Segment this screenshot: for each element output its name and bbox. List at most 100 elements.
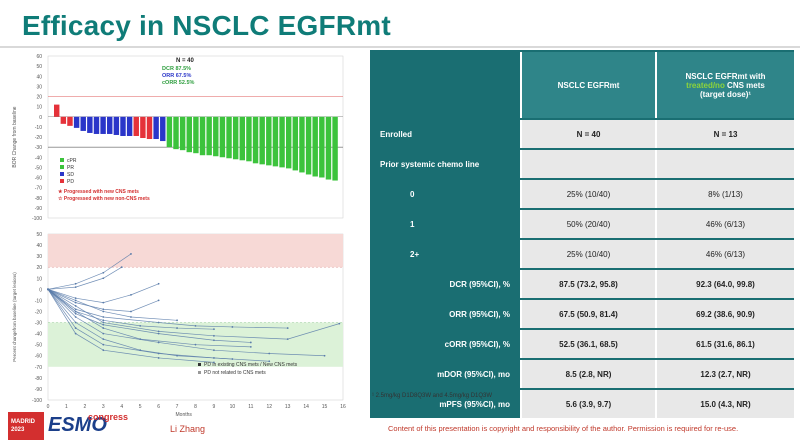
- row-label: mPFS (95%CI), mo: [370, 390, 520, 418]
- cell-nsclc-egfrmt: 87.5 (73.2, 95.8): [520, 270, 655, 298]
- series-point: [157, 341, 160, 344]
- series-point: [74, 312, 77, 315]
- bar: [332, 116, 338, 181]
- series-point: [102, 349, 105, 352]
- series-point: [194, 343, 197, 346]
- series-point: [102, 310, 105, 313]
- slide-title: Efficacy in NSCLC EGFRmt: [22, 10, 391, 41]
- series-point: [74, 282, 77, 285]
- legend-note: ☆ Progressed with new non-CNS mets: [58, 196, 150, 202]
- series-point: [130, 316, 132, 318]
- y-tick-label: -80: [35, 376, 42, 382]
- bar: [140, 116, 146, 139]
- bar: [179, 116, 186, 151]
- logo-city: MADRID: [11, 419, 35, 425]
- series-point: [130, 310, 132, 313]
- bar: [305, 116, 312, 175]
- series-point: [102, 316, 105, 318]
- cell-nsclc-egfrmt: N = 40: [520, 120, 655, 148]
- y-tick-label: -80: [35, 196, 42, 202]
- y-tick-label: -90: [35, 206, 42, 212]
- copyright-notice: Content of this presentation is copyrigh…: [388, 424, 739, 433]
- x-tick-label: 9: [213, 404, 216, 410]
- legend-swatch: [60, 165, 64, 169]
- series-point: [323, 354, 326, 357]
- y-tick-label: 60: [36, 54, 42, 60]
- bar: [213, 116, 219, 157]
- x-tick-label: 11: [248, 404, 253, 410]
- series-point: [102, 343, 105, 346]
- series-line: [47, 289, 214, 330]
- cell-nsclc-egfrmt-cns: 46% (6/13): [655, 240, 794, 268]
- x-tick-label: 10: [230, 404, 236, 410]
- series-point: [102, 277, 105, 280]
- bar: [193, 116, 199, 154]
- table-row: 1 50% (20/40) 46% (6/13): [370, 210, 794, 238]
- y-tick-label: -100: [32, 398, 42, 404]
- legend-swatch: [198, 371, 201, 374]
- row-label: cORR (95%CI), %: [370, 330, 520, 358]
- series-point: [102, 338, 105, 341]
- bar: [160, 116, 166, 142]
- legend-label: PD in existing CNS mets / New CNS mets: [204, 362, 298, 368]
- header-cell-nsclc-egfrmt: NSCLC EGFRmt: [520, 52, 655, 118]
- cell-nsclc-egfrmt: 25% (10/40): [520, 180, 655, 208]
- cell-nsclc-egfrmt-cns: N = 13: [655, 120, 794, 148]
- bar: [199, 116, 206, 156]
- series-point: [102, 301, 105, 304]
- x-tick-label: 15: [322, 404, 328, 410]
- series-point: [74, 321, 77, 324]
- table-row: 2+ 25% (10/40) 46% (6/13): [370, 240, 794, 268]
- series-point: [157, 321, 160, 324]
- bar: [120, 116, 126, 136]
- bar: [285, 116, 292, 169]
- table-row: mDOR (95%CI), mo 8.5 (2.8, NR) 12.3 (2.7, …: [370, 360, 794, 388]
- series-point: [74, 305, 77, 307]
- bar: [67, 116, 73, 126]
- bar: [146, 116, 153, 140]
- table-row: Enrolled N = 40 N = 13: [370, 120, 794, 148]
- row-label: 1: [370, 210, 520, 238]
- spider-chart: 50 40 30 20 10 0 -10 -20 -30 -40 -50 -60 -70 -80 -90 -1…: [8, 228, 348, 418]
- series-point: [130, 293, 132, 296]
- bar: [299, 116, 305, 173]
- row-label: Prior systemic chemo line: [370, 150, 520, 178]
- series-line: [47, 289, 233, 360]
- series-point: [102, 323, 105, 326]
- series-point: [74, 299, 77, 302]
- row-label: mDOR (95%CI), mo: [370, 360, 520, 388]
- row-label: DCR (95%CI), %: [370, 270, 520, 298]
- legend-swatch: [60, 179, 64, 183]
- bar: [259, 116, 265, 165]
- bar: [153, 116, 159, 140]
- bar: [266, 116, 272, 166]
- bar: [292, 116, 299, 171]
- cell-nsclc-egfrmt: 67.5 (50.9, 81.4): [520, 300, 655, 328]
- series-point: [157, 330, 160, 333]
- bar: [206, 116, 212, 156]
- y-tick-label: -50: [35, 343, 42, 349]
- series-point: [74, 286, 77, 289]
- x-tick-label: 12: [266, 404, 272, 410]
- cell-nsclc-egfrmt-cns: 46% (6/13): [655, 210, 794, 238]
- bar: [173, 116, 179, 150]
- y-tick-label: 10: [36, 105, 42, 111]
- bar: [325, 116, 332, 180]
- cell-nsclc-egfrmt-cns: [655, 150, 794, 178]
- x-tick-label: 8: [194, 404, 197, 410]
- cell-nsclc-egfrmt: 8.5 (2.8, NR): [520, 360, 655, 388]
- efficacy-table-grid: NSCLC EGFRmt NSCLC EGFRmt with treated/n…: [370, 50, 794, 420]
- bar: [166, 116, 173, 148]
- series-line: [47, 253, 132, 290]
- y-tick-label: -40: [35, 155, 42, 161]
- legend-swatch: [60, 158, 64, 162]
- y-tick-label: -20: [35, 309, 42, 315]
- legend-note: ★ Progressed with new CNS mets: [58, 189, 139, 195]
- series-point: [286, 327, 289, 329]
- bar: [226, 116, 232, 159]
- series-line: [47, 289, 270, 362]
- y-tick-label: 0: [39, 115, 42, 121]
- bar: [113, 116, 120, 135]
- author-name: Li Zhang: [170, 424, 206, 434]
- y-tick-label: 30: [36, 254, 42, 260]
